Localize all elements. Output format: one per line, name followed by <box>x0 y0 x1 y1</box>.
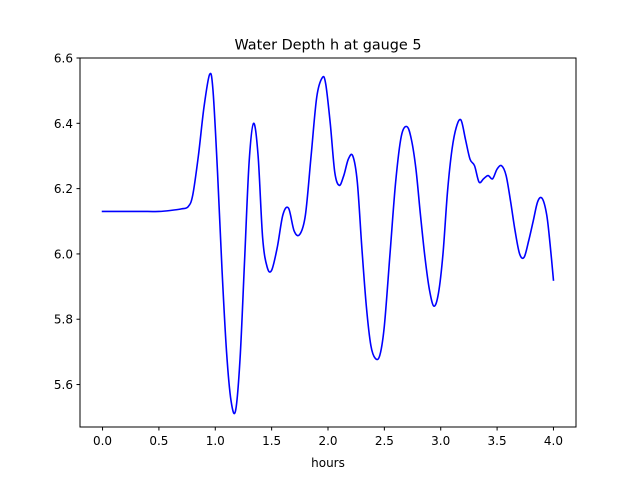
x-tick-label: 1.5 <box>262 434 281 448</box>
x-tick-label: 0.5 <box>149 434 168 448</box>
x-tick-label: 4.0 <box>544 434 563 448</box>
y-tick-label: 6.6 <box>54 52 73 66</box>
series-line-0 <box>101 72 555 415</box>
x-tick-label: 3.5 <box>488 434 507 448</box>
chart-title: Water Depth h at gauge 5 <box>234 38 421 54</box>
x-tick-label: 1.0 <box>206 434 225 448</box>
x-tick-label: 0.0 <box>93 434 112 448</box>
x-tick-label: 2.5 <box>375 434 394 448</box>
y-tick-label: 6.4 <box>54 117 73 131</box>
plot-frame <box>79 57 577 428</box>
y-axis-ticks: 5.6 5.8 6.0 6.2 6.4 6.6 <box>54 52 80 392</box>
y-tick-label: 5.6 <box>54 378 73 392</box>
y-tick-label: 5.8 <box>54 313 73 327</box>
x-tick-label: 2.0 <box>318 434 337 448</box>
x-axis-ticks: 0.0 0.5 1.0 1.5 2.0 2.5 3.0 3.5 4.0 <box>93 427 563 448</box>
x-tick-label: 3.0 <box>431 434 450 448</box>
y-tick-label: 6.2 <box>54 182 73 196</box>
x-axis-label: hours <box>311 456 345 470</box>
y-tick-label: 6.0 <box>54 247 73 261</box>
plot-content <box>101 72 555 415</box>
